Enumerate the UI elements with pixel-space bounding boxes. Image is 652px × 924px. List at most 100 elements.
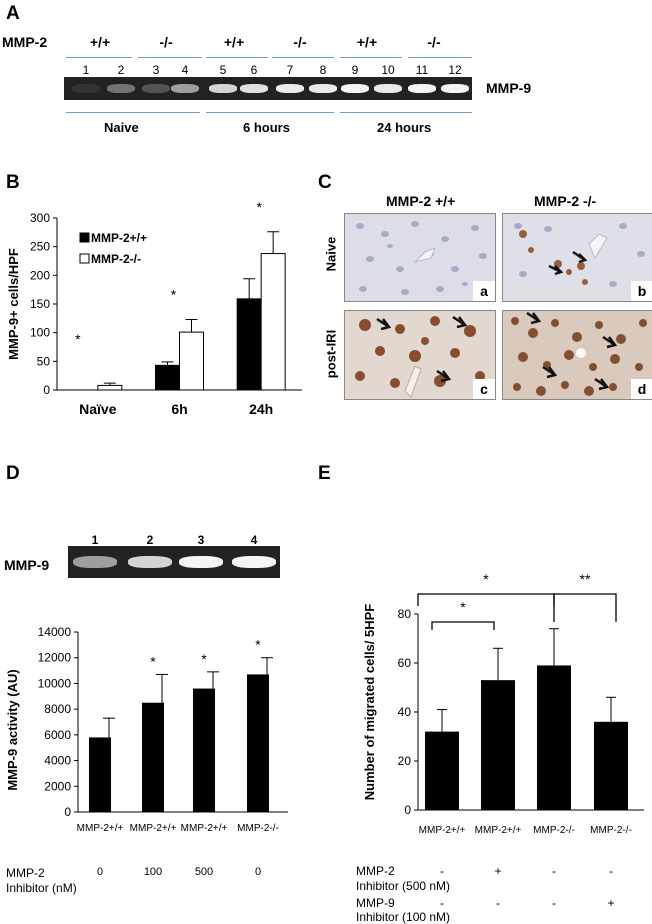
- y-tick-label: 150: [30, 297, 50, 311]
- lane-number: 5: [219, 63, 227, 77]
- gel-d-label: MMP-9: [4, 557, 50, 573]
- chart-d-bar: [193, 688, 215, 812]
- gel-d-strip: [68, 546, 280, 578]
- chart-d-category-label: MMP-2+/+: [181, 823, 228, 834]
- y-tick-label: 20: [398, 754, 412, 768]
- chart-b-legend-swatch: [79, 253, 90, 264]
- chart-d-category-label: MMP-2+/+: [130, 823, 177, 834]
- chart-b-category-label: 24h: [249, 401, 273, 417]
- gel-band: [240, 84, 268, 93]
- y-tick-label: 4000: [44, 754, 71, 768]
- chart-d-bar: [247, 674, 269, 812]
- chart-e-significance-bracket: [431, 621, 495, 630]
- group-6h-label: 6 hours: [243, 120, 290, 135]
- panel-d-label: D: [6, 463, 20, 484]
- y-tick-label: 200: [30, 268, 50, 282]
- lane-number: 6: [250, 63, 258, 77]
- genotype-label: -/-: [159, 34, 173, 50]
- e-row1-label-1: MMP-2: [356, 864, 395, 878]
- tile-tag-a: a: [473, 281, 495, 301]
- y-tick-label: 100: [30, 326, 50, 340]
- chart-e-svg: 0 20 40 60 80 Number of migrated cells/ 5HPF M…: [362, 571, 644, 836]
- chart-d-significance: *: [150, 653, 156, 669]
- e-row2-label-1: MMP-9: [356, 896, 395, 910]
- gel-band: [107, 84, 135, 93]
- lane-number: 8: [319, 63, 327, 77]
- lane-number: 3: [152, 63, 160, 77]
- gel-d-lane-number: 1: [91, 533, 99, 547]
- y-tick-label: 40: [398, 705, 412, 719]
- chart-b-bar: [97, 384, 123, 391]
- chart-b-legend-swatch: [79, 232, 90, 243]
- y-tick-label: 2000: [44, 779, 71, 793]
- d-inhibitor-value: 100: [143, 866, 163, 878]
- gel-d-band: [128, 556, 172, 568]
- gel-d-lane-number: 3: [197, 533, 205, 547]
- lane-number: 7: [286, 63, 294, 77]
- chart-b-legend-label: MMP-2+/+: [91, 231, 147, 245]
- mmp9-gel-strip: [64, 77, 472, 100]
- y-tick-label: 80: [398, 607, 412, 621]
- genotype-underline: [408, 57, 472, 58]
- tile-tag-b: b: [631, 281, 652, 301]
- column-label-wt: MMP-2 +/+: [386, 193, 456, 209]
- chart-e-ylabel: Number of migrated cells/ 5HPF: [362, 604, 377, 801]
- row-label-post-iri: post-IRI: [323, 329, 339, 379]
- e-row1-value: -: [609, 864, 613, 878]
- chart-b-bar: [236, 298, 262, 391]
- chart-e-category-label: MMP-2+/+: [419, 825, 466, 836]
- chart-e-bar: [481, 680, 515, 810]
- e-row2-value: -: [552, 896, 556, 910]
- d-inhibitor-value: 0: [254, 866, 262, 878]
- gel-d-band: [232, 556, 276, 568]
- panel-c-label: C: [318, 172, 332, 193]
- gel-band: [171, 84, 199, 93]
- genotype-underline: [66, 57, 132, 58]
- chart-d-significance: *: [201, 651, 207, 667]
- e-row1-value: -: [552, 864, 556, 878]
- micrograph-iri-ko-image: [503, 311, 652, 399]
- gel-band: [309, 84, 337, 93]
- micrograph-naive-wt: a: [344, 213, 496, 302]
- genotype-underline: [272, 57, 334, 58]
- group-24h-label: 24 hours: [377, 120, 432, 135]
- chart-e-category-label: MMP-2-/-: [590, 825, 632, 836]
- chart-b-svg: 0 50 100 150 200 250 300 MMP-9+ cells/HPF Naïve *…: [6, 199, 302, 417]
- genotype-underline: [138, 57, 202, 58]
- chart-e-category-label: MMP-2-/-: [533, 825, 575, 836]
- lane-number: 9: [351, 63, 359, 77]
- e-row2-value: -: [440, 896, 444, 910]
- chart-e-category-label: MMP-2+/+: [475, 825, 522, 836]
- chart-b-bar: [179, 331, 204, 391]
- chart-b-bar: [155, 364, 180, 391]
- chart-b-significance: *: [171, 286, 177, 302]
- y-tick-label: 8000: [44, 702, 71, 716]
- micrograph-iri-wt-image: [345, 311, 495, 399]
- group-underline: [66, 112, 200, 113]
- chart-e-significance-bracket: [417, 593, 555, 606]
- y-tick-label: 50: [37, 354, 51, 368]
- micrograph-naive-ko: b: [502, 213, 652, 302]
- gel-band: [276, 84, 304, 93]
- d-inhibitor-value: 0: [96, 866, 104, 878]
- micrograph-naive-wt-image: [345, 214, 495, 301]
- genotype-label: +/+: [223, 34, 245, 50]
- e-row2-label-2: Inhibitor (100 nM): [356, 910, 451, 924]
- gel-band: [441, 84, 469, 93]
- y-tick-label: 0: [404, 803, 411, 817]
- lane-number: 1: [82, 63, 90, 77]
- chart-d-bar: [142, 702, 164, 812]
- gel-d-lane-number: 4: [250, 533, 258, 547]
- e-row1-label-2: Inhibitor (500 nM): [356, 879, 451, 893]
- genotype-underline: [340, 57, 402, 58]
- y-tick-label: 0: [64, 805, 71, 819]
- group-naive-label: Naive: [104, 120, 139, 135]
- genotype-label: +/+: [356, 34, 378, 50]
- gel-band: [374, 84, 402, 93]
- chart-e-bracket-label: **: [580, 571, 591, 587]
- gel-d-band: [179, 556, 223, 568]
- gel-band: [72, 84, 100, 93]
- micrograph-naive-ko-image: [503, 214, 652, 301]
- gel-band: [209, 84, 237, 93]
- y-tick-label: 60: [398, 656, 412, 670]
